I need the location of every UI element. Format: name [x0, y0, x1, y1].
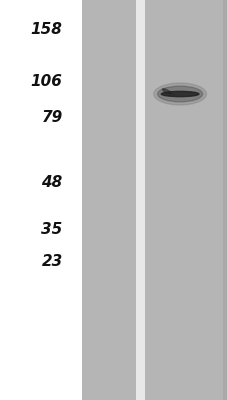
- Ellipse shape: [157, 86, 202, 102]
- Text: 106: 106: [31, 74, 62, 90]
- Ellipse shape: [153, 83, 206, 105]
- Text: 48: 48: [41, 174, 62, 190]
- Bar: [82, 0, 227, 400]
- Bar: [144, 0, 222, 400]
- Text: 79: 79: [41, 110, 62, 126]
- Text: 23: 23: [41, 254, 62, 270]
- Text: 158: 158: [31, 22, 62, 38]
- Ellipse shape: [160, 91, 198, 97]
- Bar: [135, 0, 144, 400]
- Ellipse shape: [162, 89, 171, 94]
- Text: 35: 35: [41, 222, 62, 238]
- Bar: [82, 0, 135, 400]
